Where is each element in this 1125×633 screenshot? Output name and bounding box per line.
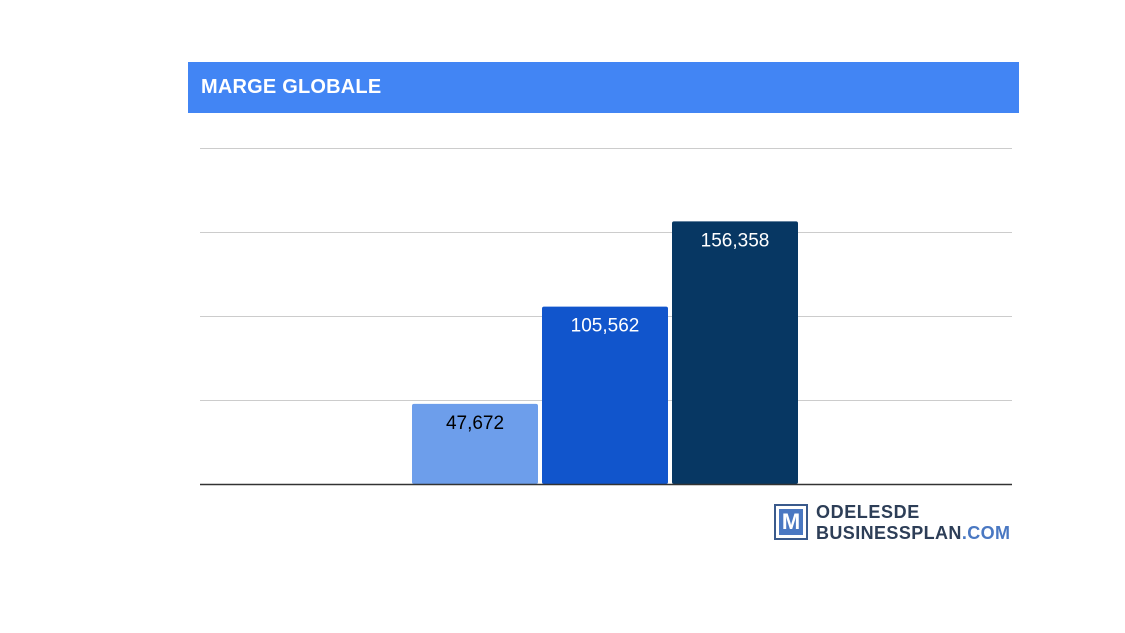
bar-value-label: 47,672 [446, 413, 504, 434]
logo-text-line1: ODELESDE [816, 502, 920, 522]
logo-text-suffix: .COM [961, 523, 1011, 543]
chart-title: MARGE GLOBALE [201, 76, 382, 98]
bar-value-label: 105,562 [571, 316, 640, 337]
bar [412, 403, 538, 484]
bar [542, 306, 668, 484]
bar [672, 221, 798, 485]
logo-text-line2: BUSINESSPLAN.COM [816, 523, 1010, 544]
logo-text-main: BUSINESSPLAN [816, 523, 962, 543]
bar-value-label: 156,358 [701, 230, 770, 251]
chart-title-bar: MARGE GLOBALE [188, 62, 1019, 113]
brand-logo: M ODELESDE BUSINESSPLAN.COM [774, 502, 1044, 546]
logo-mark: M [774, 504, 808, 540]
logo-letter: M [779, 509, 803, 535]
